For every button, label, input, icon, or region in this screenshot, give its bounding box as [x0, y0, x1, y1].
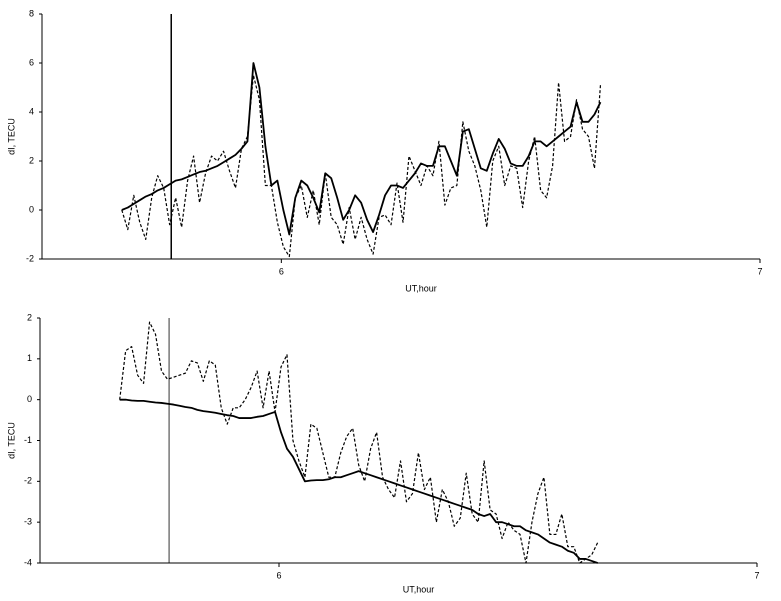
x-axis-label: UT,hour: [405, 283, 437, 293]
y-tick-label: 4: [29, 106, 34, 116]
y-tick-label: -4: [24, 557, 32, 567]
y-axis-label: dI, TECU: [6, 118, 16, 155]
y-tick-label: 2: [27, 312, 32, 322]
y-tick-label: 0: [27, 394, 32, 404]
y-tick-label: 0: [29, 204, 34, 214]
x-tick-label: 6: [276, 570, 281, 580]
x-tick-label: 6: [279, 266, 284, 276]
x-axis-label: UT,hour: [403, 584, 435, 594]
y-tick-label: 2: [29, 155, 34, 165]
y-tick-label: 1: [27, 353, 32, 363]
y-tick-label: 6: [29, 57, 34, 67]
dashed-line: [121, 74, 602, 258]
y-axis-label: dI, TECU: [6, 422, 16, 459]
y-tick-label: 8: [29, 8, 34, 18]
y-tick-label: -1: [24, 435, 32, 445]
x-tick-label: 7: [757, 266, 762, 276]
solid-line: [121, 62, 602, 236]
solid-line: [119, 398, 598, 564]
dashed-line: [119, 321, 599, 564]
y-tick-label: -3: [24, 517, 32, 527]
x-tick-label: 7: [754, 570, 759, 580]
y-tick-label: -2: [24, 476, 32, 486]
y-tick-label: -2: [26, 253, 34, 263]
